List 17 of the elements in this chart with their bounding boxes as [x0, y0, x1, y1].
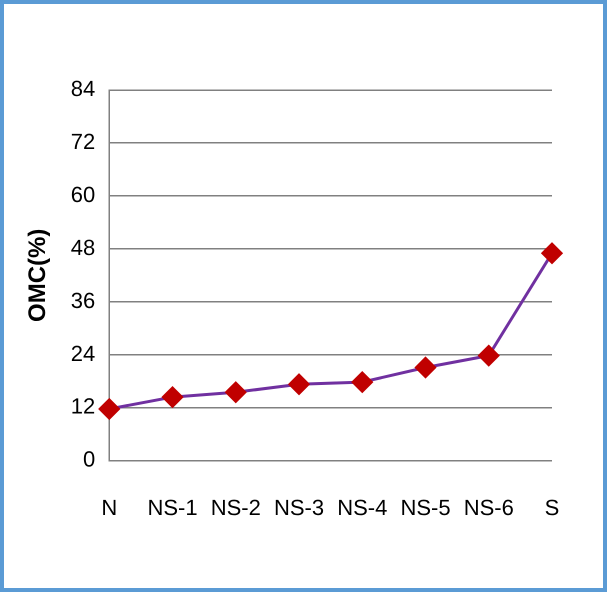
x-tick-label: NS-2	[210, 494, 261, 520]
y-tick-label: 0	[83, 446, 96, 472]
x-tick-label: NS-4	[337, 494, 388, 520]
y-tick-label: 84	[70, 76, 96, 102]
y-tick-label: 12	[70, 394, 96, 419]
y-tick-label: 48	[70, 234, 96, 260]
y-axis-title: OMC(%)	[24, 228, 52, 322]
y-tick-label: 72	[70, 129, 96, 154]
x-tick-label: NS-1	[147, 494, 198, 520]
y-tick-label: 60	[70, 182, 96, 207]
y-tick-label: 36	[70, 288, 96, 313]
x-tick-label: NS-6	[464, 494, 514, 520]
x-tick-label: NS-5	[400, 494, 451, 520]
x-tick-label: N	[101, 494, 118, 520]
y-tick-label: 24	[70, 340, 96, 366]
x-tick-label: S	[544, 494, 560, 520]
x-tick-label: NS-3	[274, 494, 324, 520]
